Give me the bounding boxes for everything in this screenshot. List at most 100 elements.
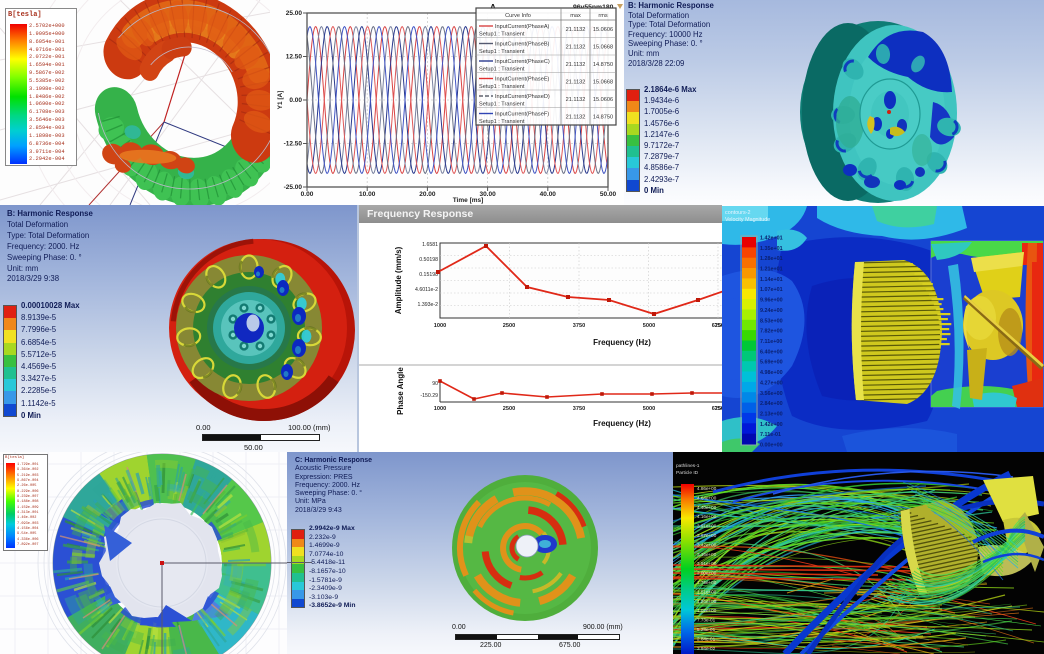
- svg-text:1.14e+01: 1.14e+01: [760, 277, 783, 283]
- svg-text:7.11e+00: 7.11e+00: [760, 339, 782, 345]
- svg-text:Setup1 : Transient: Setup1 : Transient: [479, 84, 525, 90]
- svg-text:0.00e+00: 0.00e+00: [760, 443, 783, 449]
- svg-text:Particle ID: Particle ID: [676, 470, 699, 476]
- svg-text:6250: 6250: [712, 323, 722, 329]
- svg-text:InputCurrent(PhaseC): InputCurrent(PhaseC): [495, 59, 550, 65]
- svg-text:30.00: 30.00: [479, 191, 496, 198]
- svg-text:1.07e+01: 1.07e+01: [760, 287, 783, 293]
- svg-text:40.00: 40.00: [540, 191, 557, 198]
- svg-text:750: 750: [715, 323, 722, 329]
- svg-text:21.1132: 21.1132: [566, 97, 586, 103]
- svg-text:4.64e+00: 4.64e+00: [697, 495, 717, 500]
- svg-text:21.1132: 21.1132: [566, 80, 586, 86]
- svg-text:2.00e+00: 2.00e+00: [697, 571, 717, 576]
- svg-text:7.11e-01: 7.11e-01: [760, 432, 781, 438]
- svg-text:1.35e+01: 1.35e+01: [760, 246, 783, 252]
- svg-text:21.1132: 21.1132: [566, 45, 586, 51]
- svg-text:15.0668: 15.0668: [593, 45, 613, 51]
- svg-text:InputCurrent(PhaseF): InputCurrent(PhaseF): [495, 112, 549, 118]
- svg-text:Setup1 : Transient: Setup1 : Transient: [479, 32, 525, 38]
- svg-text:1.21e+01: 1.21e+01: [760, 267, 783, 273]
- svg-text:Amplitude (mm/s): Amplitude (mm/s): [394, 246, 403, 314]
- svg-text:3.91e+00: 3.91e+00: [697, 524, 717, 529]
- svg-text:Frequency (Hz): Frequency (Hz): [593, 338, 651, 347]
- svg-text:3.67e+00: 3.67e+00: [697, 533, 717, 538]
- svg-text:4.27e+00: 4.27e+00: [760, 380, 783, 386]
- svg-text:3.94e-02: 3.94e-02: [697, 646, 716, 651]
- svg-text:2500: 2500: [503, 323, 515, 329]
- svg-text:1.42e+00: 1.42e+00: [760, 422, 783, 428]
- svg-text:-12.50: -12.50: [284, 141, 303, 148]
- svg-text:15.0606: 15.0606: [593, 97, 613, 103]
- svg-text:Velocity Magnitude: Velocity Magnitude: [725, 217, 770, 223]
- svg-text:0.15198: 0.15198: [419, 272, 438, 278]
- svg-text:3.16e+00: 3.16e+00: [697, 552, 717, 557]
- svg-text:7.82e+00: 7.82e+00: [760, 329, 783, 335]
- svg-text:2.84e-01: 2.84e-01: [697, 636, 716, 641]
- svg-text:2.13e+00: 2.13e+00: [760, 411, 783, 417]
- svg-text:InputCurrent(PhaseA): InputCurrent(PhaseA): [495, 24, 550, 30]
- svg-text:4.98e+00: 4.98e+00: [760, 370, 783, 376]
- svg-text:750: 750: [715, 406, 722, 412]
- svg-text:Curve Info: Curve Info: [505, 13, 531, 19]
- svg-text:max: max: [570, 13, 581, 19]
- svg-text:1.6581: 1.6581: [422, 242, 438, 248]
- svg-text:1.51e+00: 1.51e+00: [697, 589, 717, 594]
- svg-text:InputCurrent(PhaseE): InputCurrent(PhaseE): [495, 77, 550, 83]
- svg-text:50.00: 50.00: [600, 191, 617, 198]
- svg-text:-25.00: -25.00: [284, 184, 303, 191]
- svg-text:2.84e+00: 2.84e+00: [760, 401, 783, 407]
- svg-text:4.86e+00: 4.86e+00: [697, 486, 717, 491]
- svg-text:6250: 6250: [712, 406, 722, 412]
- svg-text:Setup1 : Transient: Setup1 : Transient: [479, 119, 525, 125]
- svg-text:21.1132: 21.1132: [566, 62, 586, 68]
- svg-text:5.69e+00: 5.69e+00: [760, 360, 783, 366]
- svg-text:Phase Angle: Phase Angle: [396, 367, 405, 415]
- svg-text:0.50198: 0.50198: [419, 257, 438, 263]
- svg-text:4.40e+00: 4.40e+00: [697, 505, 717, 510]
- svg-text:1.75e+00: 1.75e+00: [697, 580, 717, 585]
- svg-text:1.28e+01: 1.28e+01: [760, 256, 783, 262]
- svg-text:9.24e+00: 9.24e+00: [760, 308, 783, 314]
- svg-text:1.26e+00: 1.26e+00: [697, 599, 717, 604]
- svg-text:7.73e-01: 7.73e-01: [697, 618, 716, 623]
- svg-text:90: 90: [432, 381, 438, 387]
- svg-text:4.6011e-2: 4.6011e-2: [415, 287, 438, 293]
- svg-text:contours-2: contours-2: [725, 210, 750, 216]
- svg-text:14.8750: 14.8750: [593, 115, 613, 121]
- svg-text:25.00: 25.00: [286, 10, 303, 17]
- svg-text:1.42e+01: 1.42e+01: [760, 236, 783, 242]
- svg-text:Y1 [A]: Y1 [A]: [277, 91, 284, 110]
- svg-text:2500: 2500: [503, 406, 515, 412]
- svg-text:2.91e+00: 2.91e+00: [697, 561, 717, 566]
- svg-text:Setup1 : Transient: Setup1 : Transient: [479, 67, 525, 73]
- svg-text:-150.29: -150.29: [420, 393, 438, 399]
- svg-text:1.02e+00: 1.02e+00: [697, 608, 717, 613]
- svg-text:0.00: 0.00: [301, 191, 314, 198]
- svg-text:5000: 5000: [643, 406, 655, 412]
- svg-text:15.0668: 15.0668: [593, 80, 613, 86]
- svg-text:15.0606: 15.0606: [593, 27, 613, 33]
- svg-text:0.00: 0.00: [289, 97, 302, 104]
- svg-text:InputCurrent(PhaseD): InputCurrent(PhaseD): [495, 94, 550, 100]
- svg-text:12.50: 12.50: [286, 54, 303, 61]
- svg-text:A: A: [490, 2, 496, 12]
- svg-text:4.16e+00: 4.16e+00: [697, 514, 717, 519]
- svg-text:3750: 3750: [573, 323, 585, 329]
- svg-text:Time [ms]: Time [ms]: [453, 197, 484, 204]
- svg-text:1000: 1000: [434, 406, 446, 412]
- svg-text:Frequency (Hz): Frequency (Hz): [593, 419, 651, 428]
- svg-text:Setup1 : Transient: Setup1 : Transient: [479, 102, 525, 108]
- svg-text:3.42e+00: 3.42e+00: [697, 542, 717, 547]
- svg-text:1.393e-2: 1.393e-2: [418, 302, 439, 308]
- svg-text:14.8750: 14.8750: [593, 62, 613, 68]
- svg-text:9.96e+00: 9.96e+00: [760, 298, 783, 304]
- svg-text:InputCurrent(PhaseB): InputCurrent(PhaseB): [495, 42, 550, 48]
- svg-text:3750: 3750: [573, 406, 585, 412]
- svg-text:8.53e+00: 8.53e+00: [760, 318, 783, 324]
- svg-text:Setup1 : Transient: Setup1 : Transient: [479, 49, 525, 55]
- svg-text:rms: rms: [598, 13, 608, 19]
- svg-text:6.40e+00: 6.40e+00: [760, 349, 783, 355]
- svg-text:21.1132: 21.1132: [566, 27, 586, 33]
- svg-text:1000: 1000: [434, 323, 446, 329]
